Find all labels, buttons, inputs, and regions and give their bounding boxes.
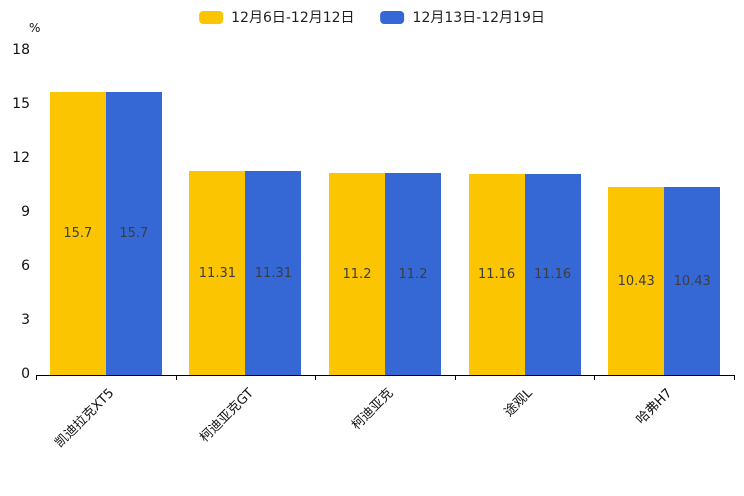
bar-series-0-柯迪亚克[interactable] (329, 173, 385, 375)
y-tick-label: 18 (12, 42, 30, 58)
bar-series-1-哈弗H7[interactable] (664, 187, 721, 375)
y-tick-label: 3 (21, 312, 30, 328)
x-axis-tick (454, 375, 456, 380)
y-tick-label: 12 (12, 150, 30, 166)
bar-series-1-柯迪亚克[interactable] (385, 173, 441, 375)
y-tick-label: 15 (12, 96, 30, 112)
legend-swatch-icon (199, 10, 224, 24)
x-category-label: 哈弗H7 (633, 385, 676, 428)
bar-series-1-途观L[interactable] (524, 174, 581, 375)
x-axis-line (36, 375, 734, 376)
y-axis-unit-label: % (29, 21, 41, 35)
y-tick-label: 9 (21, 204, 30, 220)
legend-item-0[interactable]: 12月6日-12月12日 (199, 7, 355, 27)
x-axis-tick (594, 375, 596, 380)
y-tick-label: 6 (21, 258, 30, 274)
x-axis-tick (175, 375, 177, 380)
legend-swatch-icon (380, 10, 405, 24)
y-tick-label: 0 (21, 366, 30, 382)
x-category-label: 凯迪拉克XT5 (52, 385, 118, 451)
bar-series-1-柯迪亚克GT[interactable] (245, 171, 302, 375)
bar-series-0-柯迪亚克GT[interactable] (189, 171, 246, 375)
x-category-label: 柯迪亚克GT (197, 385, 257, 446)
x-category-label: 途观L (501, 385, 537, 420)
chart-legend: 12月6日-12月12日 12月13日-12月19日 (199, 7, 545, 27)
x-axis-tick (734, 375, 735, 380)
x-axis-tick (36, 375, 37, 380)
legend-label: 12月13日-12月19日 (412, 10, 545, 26)
bar-series-1-凯迪拉克XT5[interactable] (105, 92, 162, 375)
bar-series-0-哈弗H7[interactable] (608, 187, 665, 375)
legend-item-1[interactable]: 12月13日-12月19日 (380, 7, 545, 27)
legend-label: 12月6日-12月12日 (231, 10, 355, 26)
bar-series-0-途观L[interactable] (468, 174, 525, 375)
bar-series-0-凯迪拉克XT5[interactable] (49, 92, 106, 375)
x-category-label: 柯迪亚克 (349, 385, 397, 434)
x-axis-tick (315, 375, 317, 380)
